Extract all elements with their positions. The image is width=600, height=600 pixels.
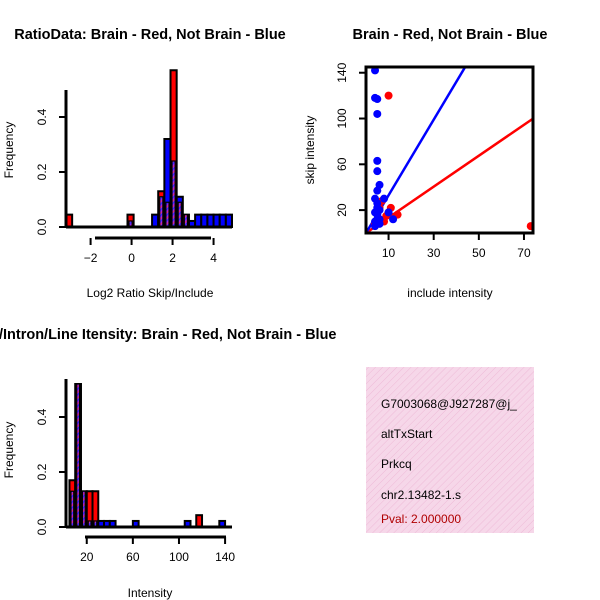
intensity-histogram-x-tick-label: 20 [80, 550, 94, 564]
scatter-point-not-brain [373, 156, 382, 165]
scatter-y-tick-label: 20 [335, 203, 349, 217]
scatter-point-not-brain [371, 222, 380, 231]
intensity-histogram-x-ticks: 20 60 100 140 [80, 537, 235, 564]
scatter-points [371, 67, 533, 231]
ratio-histogram-y-tick-label: 0.2 [35, 163, 49, 180]
ratio-histogram-y-tick-label: 0.0 [35, 218, 49, 235]
scatter-plot-frame [364, 65, 535, 235]
ratio-histogram-x-ticks: −2 0 2 4 [84, 238, 217, 265]
event-id-text: G7003068@J927287@j_ [381, 397, 517, 411]
ratio-histogram-ylabel: Frequency [2, 122, 16, 179]
intensity-histogram-bin [195, 514, 204, 528]
intensity-histogram-y-ticks: 0.0 0.2 0.4 [35, 408, 66, 535]
intensity-histogram-xlabel: Intensity [128, 586, 173, 600]
scatter-ylabel: skip intensity [303, 116, 317, 185]
ratio-histogram-bar-overlap [165, 201, 170, 228]
event-type-text: altTxStart [381, 427, 433, 441]
scatter-fit-line-not-brain [366, 67, 467, 233]
transcript-id-text: chr2.13482-1.s [381, 488, 461, 502]
ratio-histogram-bin [224, 213, 234, 228]
ratio-histogram-xlabel: Log2 Ratio Skip/Include [87, 286, 214, 300]
intensity-histogram-y-tick-label: 0.2 [35, 463, 49, 480]
intensity-histogram-bar-overlap [76, 383, 81, 528]
scatter-y-ticks: 20 60 100 140 [335, 62, 366, 217]
scatter-point-not-brain [380, 194, 389, 203]
ratio-histogram-x-tick-label: 4 [210, 251, 217, 265]
scatter-x-tick-label: 10 [382, 246, 396, 260]
ratio-histogram-bar-overlap [183, 214, 189, 228]
scatter-title: Brain - Red, Not Brain - Blue [353, 27, 548, 43]
ratio-histogram-title: RatioData: Brain - Red, Not Brain - Blue [14, 27, 286, 43]
ratio-histogram-x-tick-label: 2 [169, 251, 176, 265]
scatter-point-brain [526, 222, 533, 231]
intensity-histogram-x-tick-label: 100 [169, 550, 189, 564]
pval-text: Pval: 2.000000 [381, 512, 461, 526]
ratio-histogram-bin [126, 213, 135, 228]
ratio-histogram-bars [65, 69, 234, 228]
scatter-x-tick-label: 30 [427, 246, 441, 260]
scatter-x-tick-label: 50 [472, 246, 486, 260]
scatter-y-tick-label: 100 [335, 108, 349, 128]
ratio-histogram-bar-not-brain [224, 213, 234, 228]
scatter-point-brain [384, 91, 393, 100]
scatter-xlabel: include intensity [407, 286, 492, 300]
info-panel-background [366, 367, 534, 533]
ratio-histogram-bar-overlap [159, 196, 164, 228]
intensity-histogram-bar-overlap [70, 490, 75, 528]
scatter-y-tick-label: 60 [335, 157, 349, 171]
scatter-y-tick-label: 140 [335, 62, 349, 82]
intensity-histogram-bar-brain [195, 514, 204, 528]
intensity-histogram-bar-overlap [81, 490, 86, 528]
intensity-histogram-bars [68, 383, 227, 529]
scatter-panel: Brain - Red, Not Brain - Blue 10 30 50 70 2… [303, 27, 548, 300]
ratio-histogram-y-ticks: 0.0 0.2 0.4 [35, 108, 66, 235]
scatter-x-ticks: 10 30 50 70 [382, 233, 531, 260]
scatter-point-not-brain [373, 167, 382, 176]
ratio-histogram-x-tick-label: 0 [128, 251, 135, 265]
gene-name-text: Prkcq [381, 457, 412, 471]
intensity-histogram-x-tick-label: 140 [215, 550, 235, 564]
scatter-point-not-brain [389, 215, 398, 224]
ratio-histogram-x-tick-label: −2 [84, 251, 98, 265]
intensity-histogram-y-tick-label: 0.4 [35, 408, 49, 425]
ratio-histogram-bar-overlap [177, 201, 182, 228]
intensity-histogram-title: Exon/Intron/Line Itensity: Brain - Red, … [0, 327, 337, 343]
ratio-histogram-bar-overlap [171, 160, 176, 228]
scatter-point-not-brain [375, 180, 384, 189]
scatter-point-not-brain [384, 208, 393, 217]
intensity-histogram-x-tick-label: 60 [126, 550, 140, 564]
scatter-x-tick-label: 70 [517, 246, 531, 260]
scatter-point-not-brain [371, 67, 380, 75]
scatter-point-not-brain [373, 95, 382, 104]
scatter-point-not-brain [373, 109, 382, 118]
ratio-histogram-y-tick-label: 0.4 [35, 108, 49, 125]
ratio-histogram-panel: RatioData: Brain - Red, Not Brain - Blue… [2, 27, 286, 300]
info-panel: G7003068@J927287@j_ altTxStart Prkcq chr… [366, 367, 534, 533]
intensity-histogram-panel: Exon/Intron/Line Itensity: Brain - Red, … [0, 327, 337, 600]
intensity-histogram-y-tick-label: 0.0 [35, 518, 49, 535]
intensity-histogram-ylabel: Frequency [2, 422, 16, 479]
